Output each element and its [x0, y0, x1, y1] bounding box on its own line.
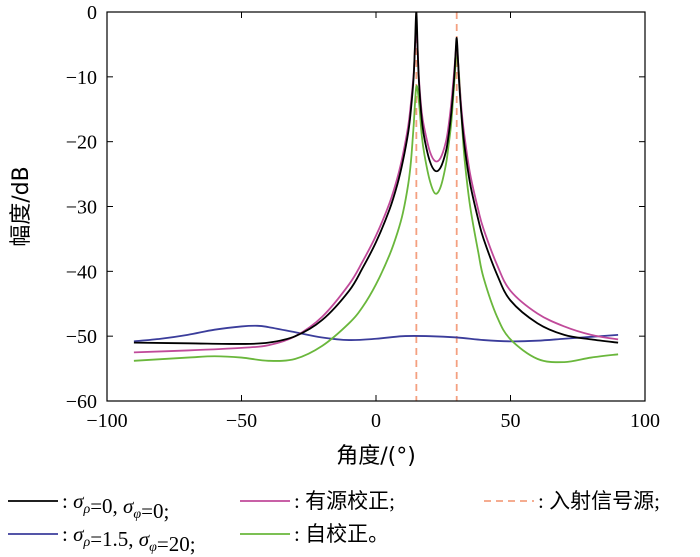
x-tick-label: −100 — [86, 410, 127, 432]
series-line-0 — [133, 12, 619, 345]
legend-label: : σρ=0, σφ=0; — [62, 489, 169, 523]
legend-item: : σρ=1.5, σφ=20; — [8, 522, 196, 556]
y-axis-label: 幅度/dB — [9, 166, 34, 246]
legend-item: : 自校正。 — [240, 522, 389, 546]
x-tick-label: −50 — [226, 410, 257, 432]
x-tick-label: 100 — [630, 410, 660, 432]
y-tick-label: −60 — [66, 391, 97, 413]
series-layer — [133, 12, 619, 401]
x-axis-label: 角度/(°) — [336, 444, 416, 469]
legend-item: : 有源校正; — [240, 489, 395, 513]
y-tick-label: 0 — [87, 2, 97, 24]
y-tick-label: −30 — [66, 197, 97, 219]
x-tick-label: 0 — [371, 410, 381, 432]
series-line-2 — [133, 27, 619, 354]
legend-label: : 有源校正; — [294, 489, 395, 513]
series-line-1 — [133, 324, 619, 343]
legend-label: : 自校正。 — [294, 522, 389, 546]
legend: : σρ=0, σφ=0; : 有源校正; : 入射信号源; : σρ=1.5, σφ… — [8, 489, 660, 556]
x-tick-label: 50 — [501, 410, 521, 432]
legend-item: : 入射信号源; — [484, 489, 660, 513]
ticks-layer: −100 −50 0 50 100 0 −10 −20 −30 −40 −50 −60 — [66, 2, 660, 432]
legend-label: : σρ=1.5, σφ=20; — [62, 522, 196, 556]
legend-label: : 入射信号源; — [538, 489, 660, 513]
series-line-3 — [133, 53, 619, 364]
y-tick-label: −50 — [66, 326, 97, 348]
y-tick-label: −10 — [66, 67, 97, 89]
y-tick-label: −40 — [66, 261, 97, 283]
legend-item: : σρ=0, σφ=0; — [8, 489, 169, 523]
y-tick-label: −20 — [66, 132, 97, 154]
